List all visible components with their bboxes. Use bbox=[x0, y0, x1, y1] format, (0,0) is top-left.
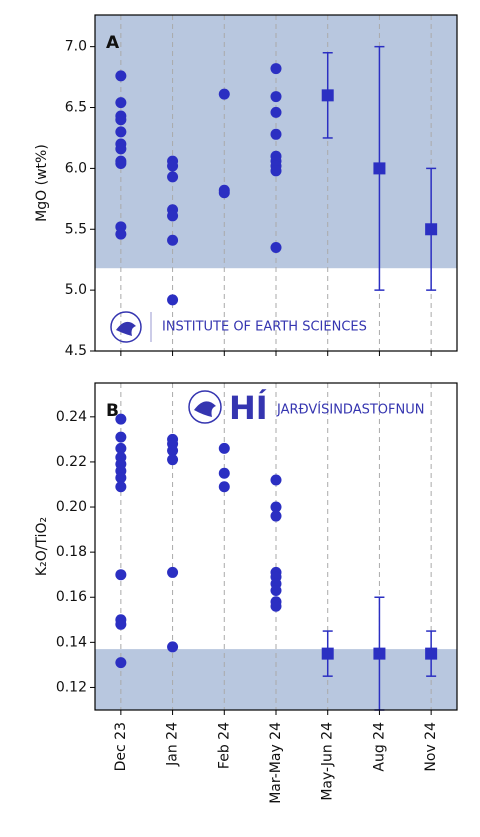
x-tick-label: Mar-May 24 bbox=[268, 722, 284, 804]
logo-emblem bbox=[116, 321, 136, 336]
plot-frame bbox=[94, 14, 458, 352]
point bbox=[425, 647, 438, 660]
plot-frame bbox=[94, 382, 458, 711]
point bbox=[115, 481, 127, 493]
point bbox=[115, 228, 127, 240]
logo-a: INSTITUTE OF EARTH SCIENCES bbox=[110, 311, 367, 343]
point bbox=[115, 114, 127, 126]
x-tick-label: Jan 24 bbox=[165, 722, 181, 767]
point bbox=[218, 88, 230, 100]
y-tick-label: 0.20 bbox=[56, 499, 87, 515]
point bbox=[270, 501, 282, 513]
y-tick-label: 0.16 bbox=[56, 589, 87, 605]
point bbox=[218, 467, 230, 479]
point bbox=[270, 600, 282, 612]
point bbox=[115, 70, 127, 82]
point bbox=[115, 143, 127, 155]
y-tick-label: 0.18 bbox=[56, 544, 87, 560]
logo-text: INSTITUTE OF EARTH SCIENCES bbox=[162, 320, 367, 335]
point bbox=[167, 641, 179, 653]
point bbox=[115, 618, 127, 630]
point bbox=[115, 442, 127, 454]
point bbox=[218, 187, 230, 199]
point bbox=[270, 128, 282, 140]
x-tick-label: Aug 24 bbox=[371, 722, 387, 772]
point bbox=[373, 647, 386, 660]
point bbox=[167, 445, 179, 457]
point bbox=[115, 413, 127, 425]
point bbox=[115, 126, 127, 138]
point bbox=[167, 454, 179, 466]
point bbox=[167, 294, 179, 306]
point bbox=[270, 584, 282, 596]
point bbox=[115, 158, 127, 170]
y-tick-label: 4.5 bbox=[65, 343, 87, 359]
point bbox=[373, 162, 386, 175]
point bbox=[167, 171, 179, 183]
y-tick-label: 6.0 bbox=[65, 160, 87, 176]
panel-label: B bbox=[106, 401, 119, 421]
y-tick-label: 0.24 bbox=[56, 409, 87, 425]
point bbox=[167, 566, 179, 578]
x-tick-label: Feb 24 bbox=[216, 722, 232, 769]
y-tick-label: 0.14 bbox=[56, 634, 87, 650]
logo-b: HÍ JARÐVÍSINDASTOFNUN bbox=[188, 389, 424, 427]
logo-emblem bbox=[110, 311, 142, 343]
point bbox=[115, 657, 127, 669]
point bbox=[270, 63, 282, 75]
logo-text: HÍ bbox=[229, 389, 268, 427]
y-tick-label: 6.5 bbox=[65, 100, 87, 116]
point bbox=[115, 472, 127, 484]
point bbox=[115, 569, 127, 581]
point bbox=[115, 97, 127, 109]
point bbox=[270, 106, 282, 118]
point bbox=[321, 89, 334, 102]
y-tick-label: 5.0 bbox=[65, 282, 87, 298]
x-tick-label: Dec 23 bbox=[113, 722, 129, 771]
point bbox=[167, 234, 179, 246]
logo-emblem bbox=[188, 390, 222, 424]
point bbox=[218, 481, 230, 493]
panel-label: A bbox=[106, 33, 120, 53]
point bbox=[270, 474, 282, 486]
y-axis-label: K₂O/TiO₂ bbox=[34, 517, 50, 576]
point bbox=[270, 242, 282, 254]
x-tick-label: May-Jun 24 bbox=[320, 722, 336, 801]
logo-emblem bbox=[194, 401, 216, 417]
y-tick-label: 0.12 bbox=[56, 679, 87, 695]
point bbox=[115, 431, 127, 443]
panel: 4.5 5.0 5.5 6.0 6.5 7.0 MgO (wt%) A bbox=[34, 14, 458, 359]
y-tick-label: 0.22 bbox=[56, 454, 87, 470]
point bbox=[425, 223, 438, 236]
point bbox=[321, 647, 334, 660]
y-tick-label: 7.0 bbox=[65, 39, 87, 55]
point bbox=[218, 442, 230, 454]
point bbox=[270, 165, 282, 177]
x-tick-label: Nov 24 bbox=[423, 722, 439, 772]
point bbox=[167, 160, 179, 172]
point bbox=[270, 91, 282, 103]
y-tick-label: 5.5 bbox=[65, 221, 87, 237]
panel: Dec 23 Jan 24 Feb 24 Mar-May 24 May-Jun 24 Au… bbox=[34, 382, 458, 804]
y-axis-label: MgO (wt%) bbox=[34, 144, 50, 222]
point bbox=[270, 510, 282, 522]
logo-subtext: JARÐVÍSINDASTOFNUN bbox=[276, 402, 424, 418]
point bbox=[167, 210, 179, 222]
